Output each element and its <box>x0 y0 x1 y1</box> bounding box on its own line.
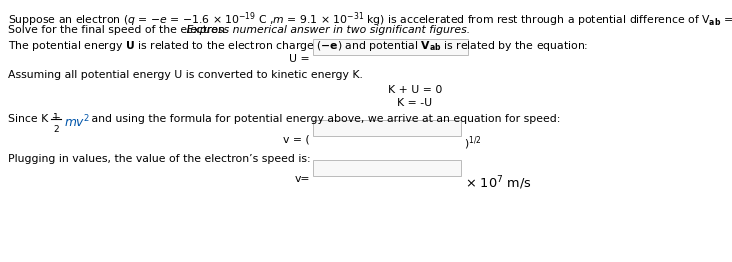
Text: Since K =: Since K = <box>8 114 64 124</box>
Text: $\mathit{mv}^2$: $\mathit{mv}^2$ <box>64 114 90 130</box>
FancyBboxPatch shape <box>313 160 461 176</box>
Text: K = -U: K = -U <box>397 98 433 108</box>
Text: Assuming all potential energy U is converted to kinetic energy K.: Assuming all potential energy U is conve… <box>8 70 363 80</box>
Text: Solve for the final speed of the electron.: Solve for the final speed of the electro… <box>8 25 232 35</box>
Text: 1: 1 <box>53 113 59 122</box>
Text: Express numerical answer in two significant figures.: Express numerical answer in two signific… <box>8 25 470 35</box>
Text: U =: U = <box>289 54 310 64</box>
Text: $\times$ 10$^7$ m/s: $\times$ 10$^7$ m/s <box>465 174 531 192</box>
Text: v=: v= <box>294 174 310 184</box>
Text: v = (: v = ( <box>283 135 310 145</box>
Text: )$^{1/2}$: )$^{1/2}$ <box>464 134 482 152</box>
Text: Plugging in values, the value of the electron’s speed is:: Plugging in values, the value of the ele… <box>8 154 310 164</box>
Text: and using the formula for potential energy above, we arrive at an equation for s: and using the formula for potential ener… <box>88 114 561 124</box>
Text: K + U = 0: K + U = 0 <box>388 85 442 95</box>
Text: Suppose an electron ($q$ = $-e$ = $-$1.6 $\times$ 10$^{-19}$ C ,$m$ = 9.1 $\time: Suppose an electron ($q$ = $-e$ = $-$1.6… <box>8 10 732 29</box>
FancyBboxPatch shape <box>313 39 468 55</box>
Text: The potential energy $\mathbf{U}$ is related to the electron charge ($\mathbf{-e: The potential energy $\mathbf{U}$ is rel… <box>8 39 589 53</box>
Text: 2: 2 <box>53 125 59 134</box>
FancyBboxPatch shape <box>313 120 461 136</box>
